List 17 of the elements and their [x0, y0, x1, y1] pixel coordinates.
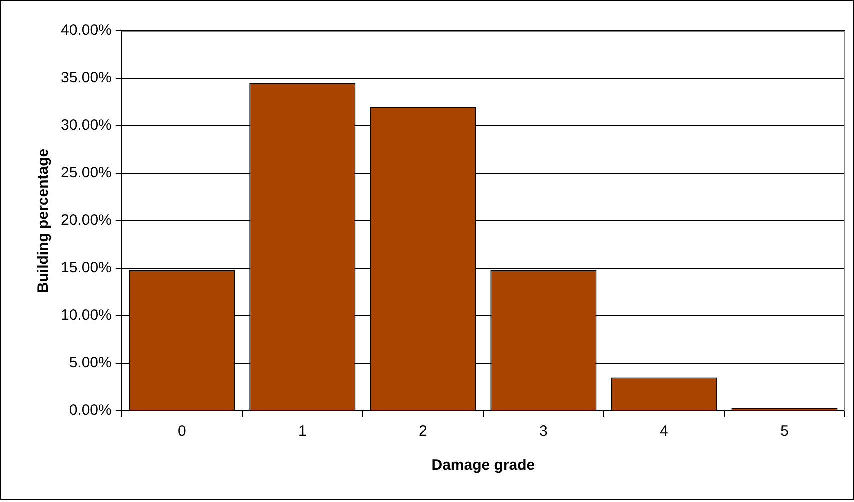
x-tick-label: 2	[419, 423, 428, 440]
x-tick-label: 3	[540, 423, 548, 440]
y-tick-label: 20.00%	[61, 212, 112, 230]
x-tick-label: 5	[780, 423, 789, 440]
y-tick-label: 0.00%	[69, 402, 112, 420]
y-tick-label: 15.00%	[61, 260, 112, 277]
x-tick-label: 0	[178, 423, 186, 440]
x-tick-label: 1	[298, 423, 307, 440]
y-axis-title: Building percentage	[35, 148, 52, 294]
x-tick-label: 4	[660, 423, 668, 440]
y-tick-label: 40.00%	[61, 22, 112, 40]
y-tick-label: 25.00%	[61, 164, 112, 182]
y-tick-label: 10.00%	[61, 307, 112, 324]
y-tick-label: 35.00%	[61, 70, 112, 87]
y-tick-label: 30.00%	[61, 117, 112, 134]
y-tick-label: 5.00%	[69, 354, 112, 372]
x-axis-title: Damage grade	[432, 457, 536, 474]
